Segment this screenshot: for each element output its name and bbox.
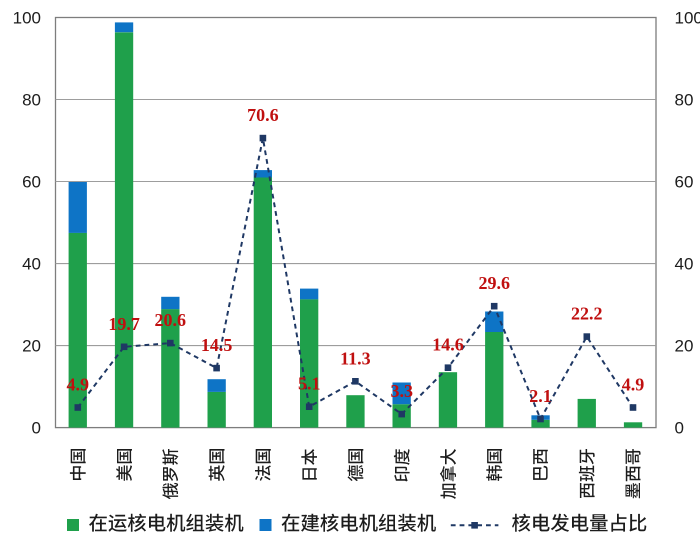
svg-text:14.6: 14.6 (432, 335, 464, 355)
svg-text:40: 40 (22, 255, 41, 274)
svg-text:20: 20 (675, 337, 694, 356)
svg-text:4.9: 4.9 (622, 375, 645, 395)
svg-text:14.5: 14.5 (201, 335, 233, 355)
svg-text:80: 80 (22, 91, 41, 110)
svg-text:3.3: 3.3 (390, 381, 413, 401)
svg-text:70.6: 70.6 (247, 105, 279, 125)
svg-text:19.7: 19.7 (108, 314, 140, 334)
svg-text:0: 0 (675, 419, 684, 438)
svg-text:0: 0 (32, 419, 41, 438)
svg-text:22.2: 22.2 (571, 304, 603, 324)
svg-text:11.3: 11.3 (340, 348, 371, 368)
svg-text:2.1: 2.1 (529, 386, 552, 406)
svg-text:40: 40 (675, 255, 694, 274)
svg-text:80: 80 (675, 91, 694, 110)
svg-text:20: 20 (22, 337, 41, 356)
svg-text:60: 60 (675, 173, 694, 192)
svg-text:5.1: 5.1 (298, 374, 321, 394)
svg-text:100: 100 (13, 9, 41, 28)
svg-text:4.9: 4.9 (67, 375, 90, 395)
svg-text:60: 60 (22, 173, 41, 192)
svg-text:29.6: 29.6 (478, 273, 510, 293)
svg-text:100: 100 (675, 9, 700, 28)
svg-text:20.6: 20.6 (155, 310, 187, 330)
